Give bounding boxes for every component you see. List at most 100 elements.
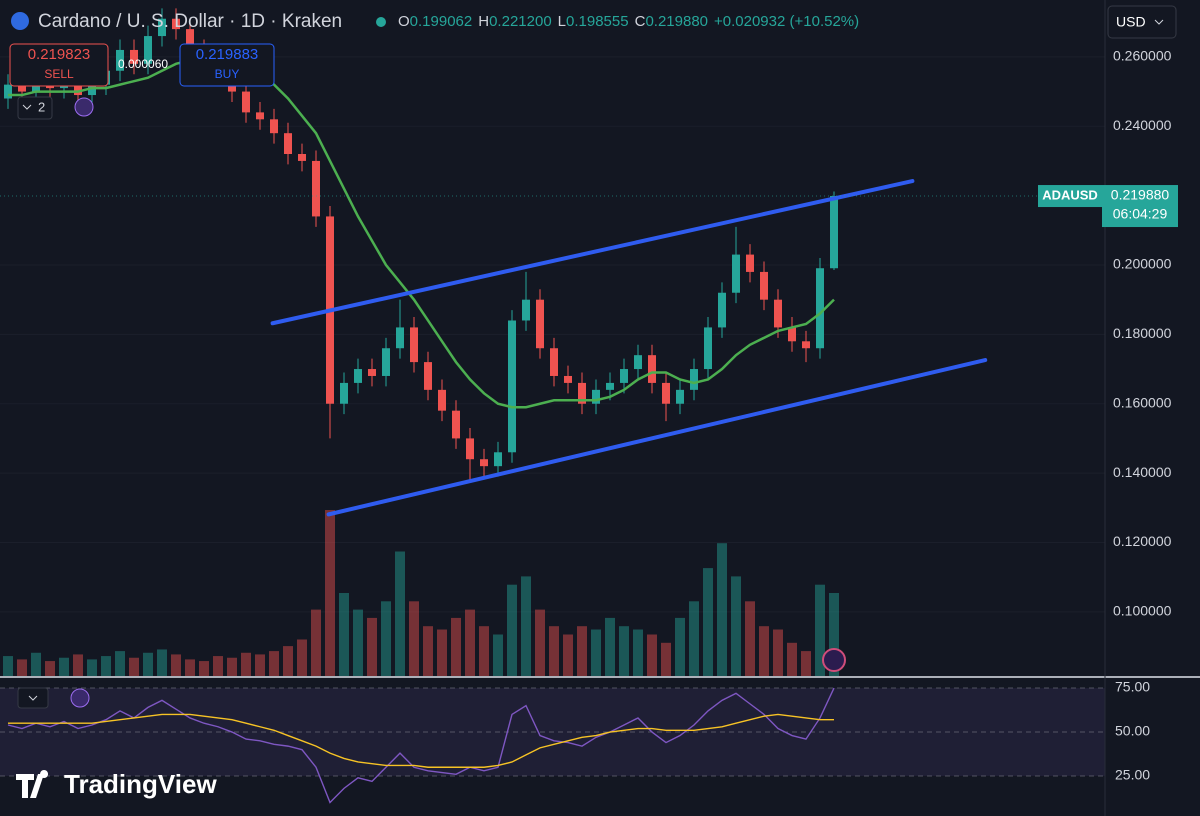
candle-body <box>788 327 796 342</box>
candle-body <box>382 348 390 376</box>
y-tick-label: 0.240000 <box>1113 117 1172 133</box>
ohlc: O0.199062 H0.221200 L0.198555 C0.219880 +0.0… <box>398 13 859 30</box>
volume-bar <box>227 657 237 676</box>
candle-body <box>480 459 488 467</box>
candle-body <box>368 369 376 376</box>
trendline <box>326 358 988 517</box>
candle-body <box>284 133 292 154</box>
volume-bar <box>801 651 811 676</box>
volume-bar <box>101 656 111 676</box>
pane-toggle[interactable] <box>17 687 49 709</box>
tag-box <box>1038 185 1102 208</box>
buy-box[interactable] <box>179 43 275 87</box>
y-tick-label: 0.120000 <box>1113 533 1172 549</box>
buy-price[interactable]: 0.219883 <box>196 46 259 63</box>
market-status <box>376 17 386 27</box>
y-tick-label: 0.100000 <box>1113 603 1172 619</box>
candle-body <box>186 29 194 50</box>
candle-body <box>158 18 166 37</box>
ohlc-value: 0.219880 <box>645 13 708 30</box>
ohlc-label: O <box>398 13 410 30</box>
volume-bar <box>409 601 419 676</box>
volume-bar <box>353 609 363 676</box>
tag-price: 0.219880 <box>1111 187 1170 203</box>
indicator-icon[interactable] <box>74 97 94 117</box>
candle-body <box>774 299 782 328</box>
candle-body <box>676 389 684 404</box>
sell-button[interactable]: 0.219823 SELL <box>9 43 109 87</box>
volume-bar <box>829 593 839 676</box>
volume-bar <box>577 626 587 676</box>
volume-bar <box>507 584 517 676</box>
volume-bar <box>815 584 825 676</box>
candle-body <box>732 254 740 293</box>
candle-body <box>312 160 320 217</box>
rsi-line <box>8 713 834 768</box>
sell-price[interactable]: 0.219823 <box>28 46 91 63</box>
volume-bar <box>423 626 433 676</box>
volume-bar <box>339 593 349 676</box>
buy-button[interactable]: 0.219883 BUY <box>179 43 275 87</box>
candle-body <box>634 355 642 370</box>
candle-body <box>606 382 614 390</box>
assistant-icon[interactable] <box>822 648 846 672</box>
volume-bar <box>367 617 377 676</box>
volume-bar <box>745 601 755 676</box>
trendline <box>270 179 915 326</box>
volume-bar <box>185 659 195 676</box>
chevron <box>1154 19 1164 25</box>
candle-body <box>256 112 264 120</box>
volume-bar <box>395 551 405 676</box>
tag-symbol: ADAUSD <box>1042 187 1098 202</box>
volume-bar <box>591 629 601 676</box>
volume-bar <box>605 617 615 676</box>
currency[interactable]: USD <box>1116 14 1146 30</box>
volume-bar <box>17 659 27 676</box>
y-tick-label: 0.140000 <box>1113 464 1172 480</box>
toggle-box[interactable] <box>17 96 53 120</box>
symbol-icon <box>11 12 29 30</box>
rsi-line <box>7 687 835 804</box>
ohlc-value: 0.199062 <box>410 13 473 30</box>
volume-bar <box>199 661 209 676</box>
candle-body <box>718 292 726 328</box>
volume-bar <box>381 601 391 676</box>
tag-box <box>1102 185 1178 228</box>
candle-body <box>648 355 656 383</box>
sell-box[interactable] <box>9 43 109 87</box>
volume-bar <box>437 629 447 676</box>
brand-logo <box>16 770 49 798</box>
y-tick-label: 0.160000 <box>1113 394 1172 410</box>
volume-bar <box>31 652 41 676</box>
candle-body <box>522 299 530 321</box>
y-tick-label: 0.180000 <box>1113 325 1172 341</box>
ohlc-label: H <box>478 13 489 30</box>
currency-select[interactable]: USD <box>1107 5 1177 39</box>
volume-bar <box>787 642 797 676</box>
ohlc-label: L <box>558 13 566 30</box>
indicator-toggle[interactable]: 2 <box>17 96 53 120</box>
volume-bar <box>87 659 97 676</box>
volume-bar <box>633 629 643 676</box>
candle-body <box>620 369 628 383</box>
indicator-icon[interactable] <box>70 688 90 708</box>
candle-body <box>88 84 96 96</box>
buy-label[interactable]: BUY <box>215 67 240 81</box>
volume-bar <box>563 634 573 676</box>
candle-body <box>662 382 670 404</box>
volume-bar <box>311 609 321 676</box>
ohlc-value: 0.198555 <box>566 13 629 30</box>
ohlc-label: C <box>635 13 646 30</box>
volume-bar <box>731 576 741 676</box>
ohlc-value: 0.221200 <box>489 13 552 30</box>
volume-bar <box>3 656 13 676</box>
sell-label[interactable]: SELL <box>44 67 74 81</box>
candle-body <box>746 254 754 272</box>
currency-box[interactable] <box>1107 5 1177 39</box>
tag-countdown: 06:04:29 <box>1113 206 1168 222</box>
volume-bar <box>521 576 531 676</box>
candle-body <box>802 341 810 349</box>
volume-bar <box>647 634 657 676</box>
